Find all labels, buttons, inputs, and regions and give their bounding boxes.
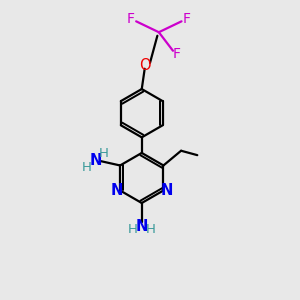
Text: H: H xyxy=(146,223,155,236)
Text: H: H xyxy=(99,147,109,160)
Text: F: F xyxy=(183,12,191,26)
Text: N: N xyxy=(161,183,173,198)
Text: H: H xyxy=(128,223,138,236)
Text: H: H xyxy=(82,161,92,174)
Text: N: N xyxy=(110,183,123,198)
Text: N: N xyxy=(89,153,101,168)
Text: F: F xyxy=(127,12,135,26)
Text: F: F xyxy=(172,47,181,61)
Text: N: N xyxy=(136,219,148,234)
Text: O: O xyxy=(139,58,151,73)
